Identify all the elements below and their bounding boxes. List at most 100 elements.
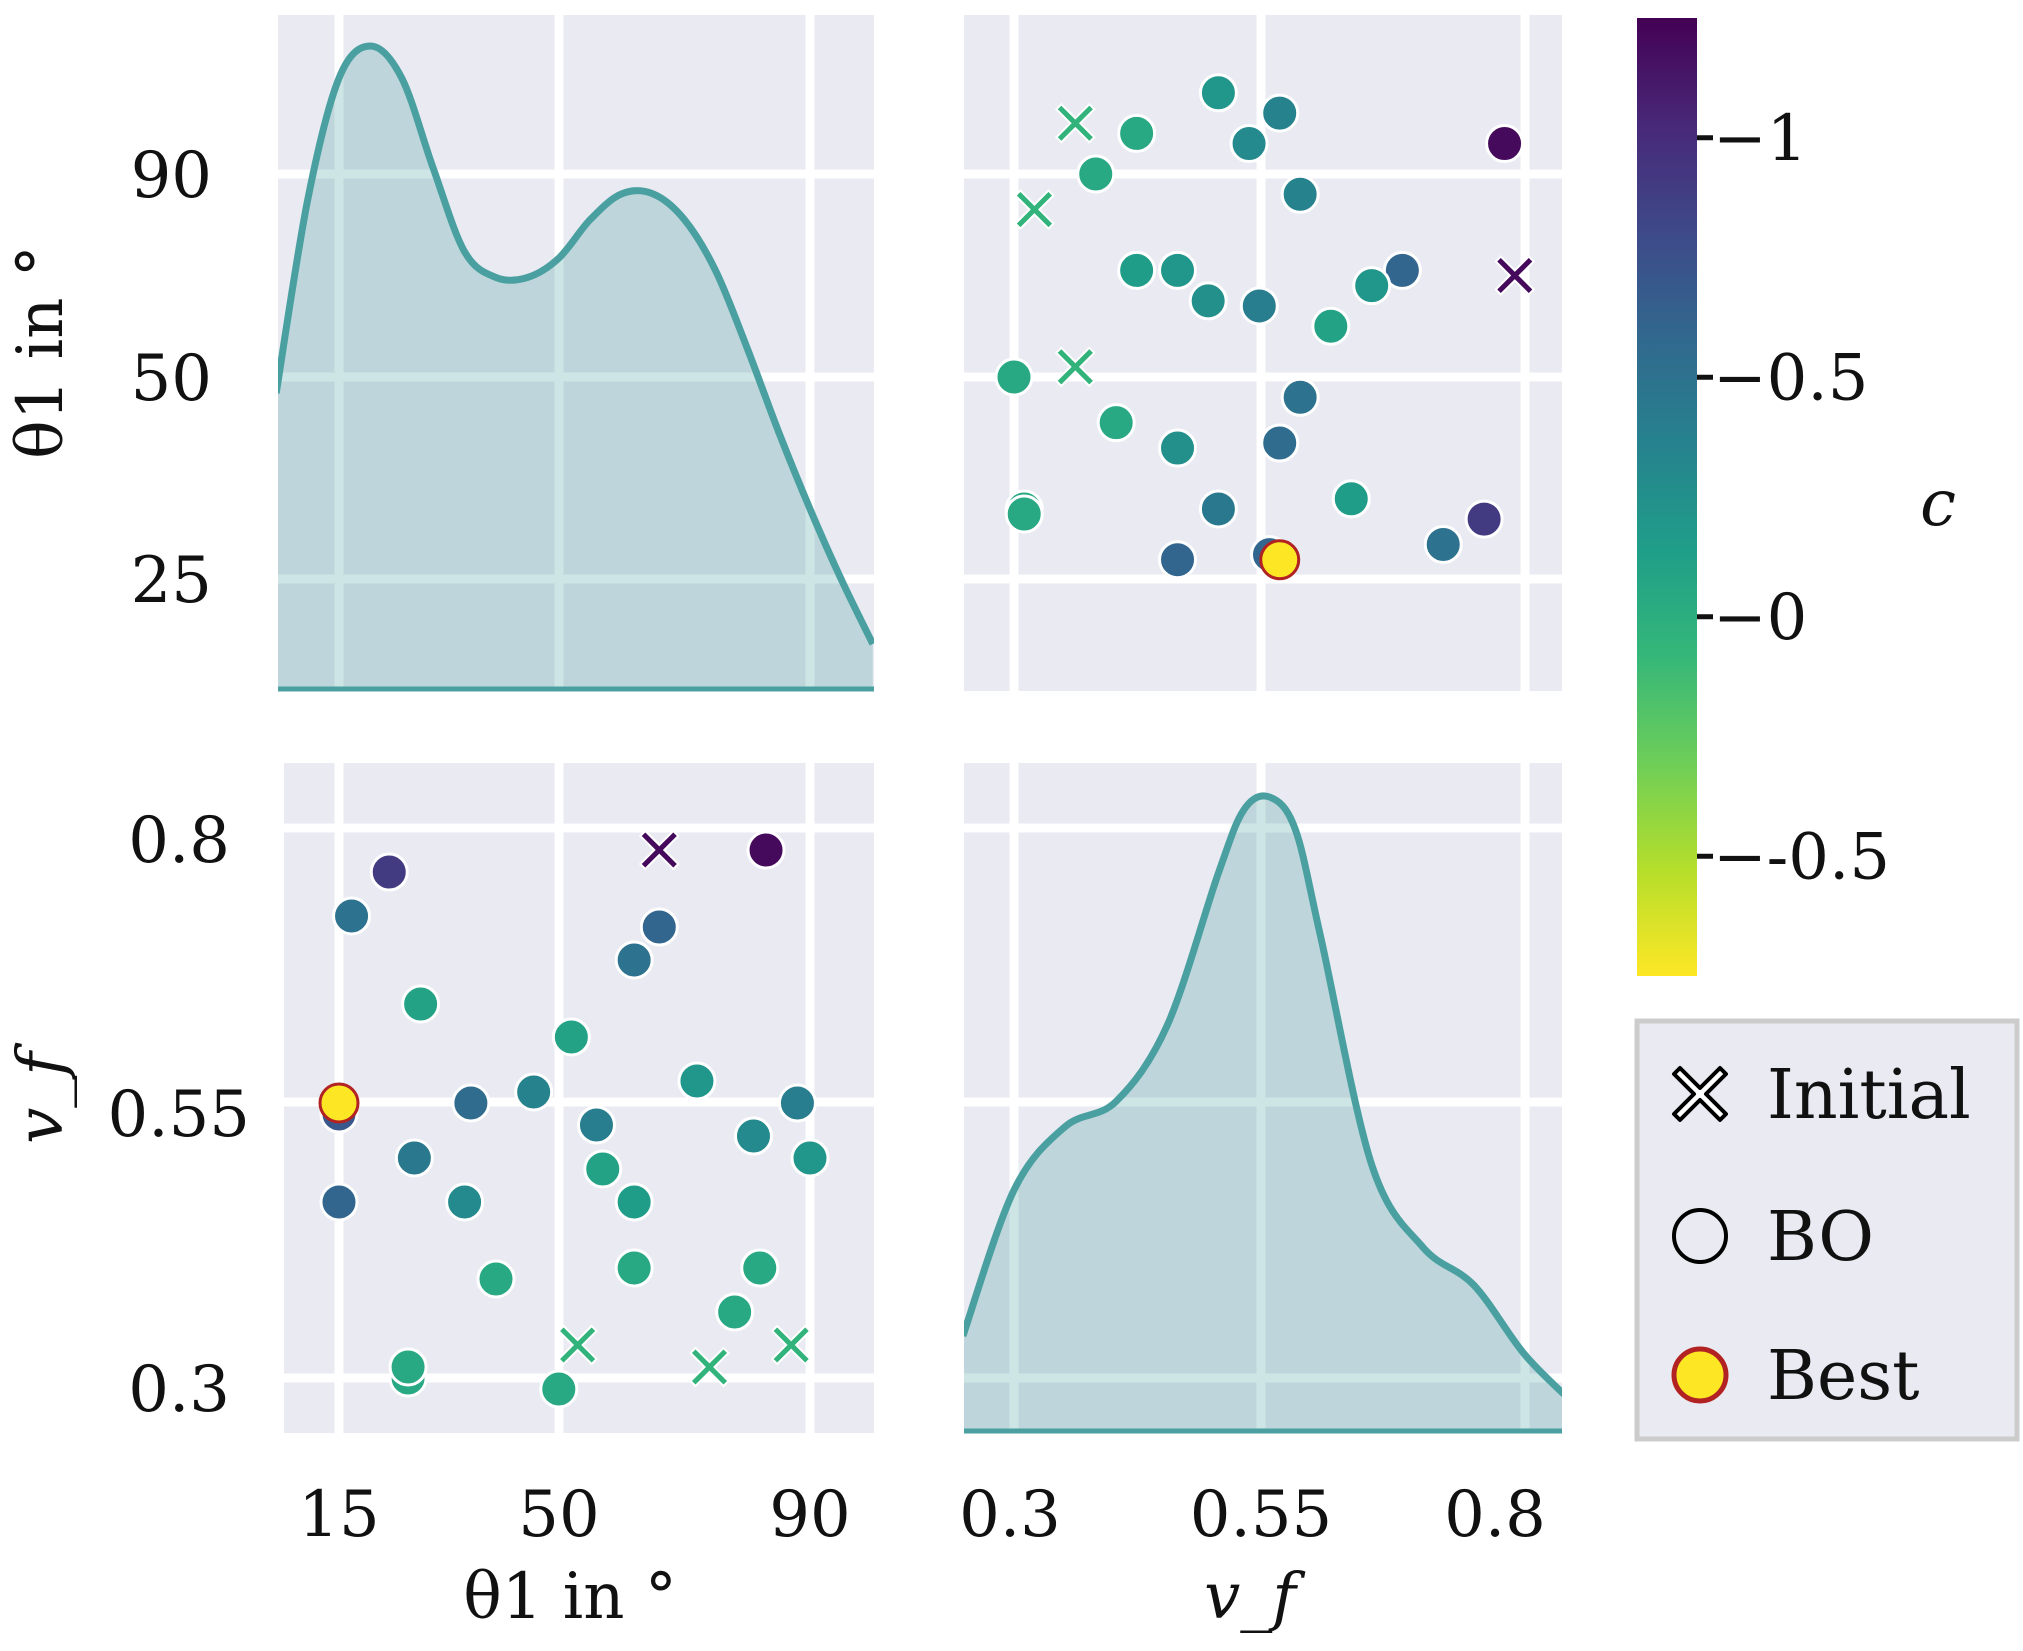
bo-point [777,1083,817,1123]
grid [278,15,874,691]
bo-point [1382,250,1422,290]
bo-point [790,1138,830,1178]
bo-point [1485,124,1525,164]
bo-point [1423,524,1463,564]
bo-point [1331,479,1371,519]
bo-point [733,1116,773,1156]
bo-point [1239,286,1279,326]
colorbar: −1 −0.5 −0 −-0.5 c [1637,18,1956,976]
initial-point [638,829,680,871]
y-tick-label: 0.55 [108,1078,251,1152]
bo-point [369,852,409,892]
colorbar-label: c [1920,467,1956,541]
bo-point [1117,113,1157,153]
bo-point [1158,540,1198,580]
legend-label: BO [1767,1198,1874,1277]
bo-point [1076,154,1116,194]
legend-label: Initial [1767,1056,1971,1135]
colorbar-tick-label: −-0.5 [1713,820,1890,894]
y-tick-label: 0.3 [128,1353,230,1427]
initial-point [770,1324,812,1366]
bo-point [514,1072,554,1112]
x-axis-label: θ1 in ° [463,1560,677,1634]
colorbar-tick-label: −0 [1713,581,1807,655]
bo-point [715,1292,755,1332]
bo-point [1004,494,1044,534]
x-tick-label: 50 [518,1478,599,1552]
legend-label: Best [1767,1337,1919,1416]
best-point [318,1082,360,1124]
grid [964,763,1562,1433]
bo-point [746,830,786,870]
vf-theta1-scatter-panel [964,15,1562,691]
kde-area [964,795,1562,1431]
bo-point [614,1248,654,1288]
initial-point [557,1324,599,1366]
initial-point [1014,189,1055,230]
initial-point [689,1346,730,1388]
bo-point [1096,403,1136,443]
bo-point [1158,250,1198,290]
initial-point [1054,346,1096,388]
cross-marker-icon [1672,1066,1728,1122]
bo-point [1352,266,1392,306]
bo-point [576,1105,616,1145]
bo-point [476,1259,516,1299]
x-tick-label: 0.8 [1444,1478,1546,1552]
y-tick-label: 50 [131,342,212,416]
legend-item-bo: BO [1672,1198,1874,1277]
theta1-density-panel: 90 50 25 θ1 in ° [4,15,874,692]
vf-density-panel: 0.3 0.55 0.8 v_f [959,763,1562,1634]
y-axis-label: θ1 in ° [4,245,78,459]
best-marker-icon [1671,1346,1729,1404]
bo-point [394,1138,434,1178]
colorbar-tick-label: −1 [1713,102,1807,176]
best-point [1259,539,1301,581]
initial-point [1054,102,1096,144]
y-tick-label: 25 [131,544,212,618]
bo-point [1311,306,1351,346]
bo-point [994,357,1034,397]
bo-point [539,1369,579,1409]
bo-point [445,1182,485,1222]
bo-point [1280,377,1320,417]
bo-point [1464,499,1504,539]
x-tick-label: 90 [769,1478,850,1552]
bo-point [1198,73,1238,113]
bo-point [1188,281,1228,321]
bo-point [1260,93,1300,133]
legend-item-best: Best [1671,1337,1919,1416]
bo-point [1117,250,1157,290]
y-axis-label: v_f [4,1042,78,1144]
bo-point [639,907,679,947]
bo-point [388,1347,428,1387]
bo-point [401,984,441,1024]
bo-point [677,1061,717,1101]
y-tick-label: 0.8 [128,804,230,878]
grid [964,15,1562,691]
kde-curve [278,42,874,646]
colorbar-tick-label: −0.5 [1713,341,1868,415]
bo-point [451,1083,491,1123]
bo-point [740,1248,780,1288]
colorbar-ticks: −1 −0.5 −0 −-0.5 [1697,102,1890,894]
x-tick-label: 0.55 [1190,1478,1333,1552]
colorbar-gradient [1637,18,1697,976]
bo-point [1280,174,1320,214]
y-tick-label: 90 [131,139,212,213]
legend: Initial BO Best [1634,1018,2020,1442]
theta1-vf-scatter-panel: 0.8 0.55 0.3 15 50 90 θ1 in ° v_f [4,763,874,1634]
bo-point [1158,428,1198,468]
kde-area [278,46,873,689]
bo-point [1229,124,1269,164]
bo-point [319,1182,359,1222]
bo-point [1198,489,1238,529]
bo-point [332,896,372,936]
bo-point [614,940,654,980]
x-tick-label: 15 [298,1478,379,1552]
kde-curve [964,792,1562,1398]
bo-point [1260,423,1300,463]
scatter-points [994,73,1536,581]
x-tick-label: 0.3 [959,1478,1061,1552]
